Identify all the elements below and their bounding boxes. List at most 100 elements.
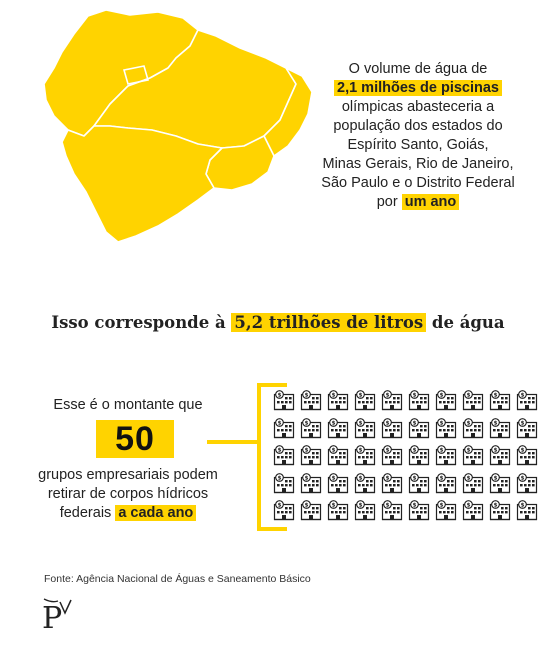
company-building-icon: $	[435, 472, 457, 493]
company-building-icon: $	[327, 472, 349, 493]
publisher-logo-icon: P	[42, 598, 72, 632]
svg-text:$: $	[440, 420, 444, 426]
company-building-icon: $	[489, 417, 511, 438]
groups-line-5-highlight: a cada ano	[115, 505, 197, 521]
svg-text:$: $	[521, 503, 525, 509]
company-building-icon: $	[381, 417, 403, 438]
company-building-icon: $	[462, 390, 484, 411]
svg-text:$: $	[332, 420, 336, 426]
company-building-icon: $	[435, 390, 457, 411]
company-building-icon: $	[489, 445, 511, 466]
intro-line-8-prefix: por	[376, 194, 398, 210]
svg-text:$: $	[413, 420, 417, 426]
company-building-icon: $	[435, 417, 457, 438]
groups-line-5-prefix: federais	[59, 505, 112, 521]
svg-text:$: $	[386, 420, 390, 426]
svg-text:$: $	[332, 448, 336, 454]
company-building-icon: $	[381, 445, 403, 466]
svg-text:$: $	[359, 420, 363, 426]
svg-text:$: $	[332, 503, 336, 509]
company-building-icon: $	[408, 500, 430, 521]
intro-line-5: Espírito Santo, Goiás,	[347, 137, 489, 153]
svg-text:$: $	[386, 393, 390, 399]
company-building-icon: $	[300, 390, 322, 411]
svg-text:P: P	[42, 601, 62, 632]
svg-text:$: $	[413, 393, 417, 399]
company-building-icon: $	[462, 445, 484, 466]
company-building-icon: $	[300, 472, 322, 493]
svg-text:$: $	[494, 393, 498, 399]
company-building-icon: $	[354, 445, 376, 466]
svg-text:$: $	[440, 503, 444, 509]
company-building-icon: $	[435, 500, 457, 521]
company-building-icon: $	[462, 500, 484, 521]
svg-text:$: $	[413, 448, 417, 454]
svg-text:$: $	[278, 503, 282, 509]
svg-text:$: $	[359, 393, 363, 399]
svg-text:$: $	[305, 475, 309, 481]
company-building-icon: $	[381, 390, 403, 411]
group-bracket	[257, 383, 287, 531]
svg-text:$: $	[521, 420, 525, 426]
company-building-icon: $	[408, 472, 430, 493]
company-buildings-grid: $ $ $ $ $ $ $ $ $ $ $ $ $ $ $ $ $ $ $ $ $ $ $ $ $ $ $ $ $ $ $ $ $ $ $ $ $ $ $ $…	[273, 389, 543, 529]
company-building-icon: $	[462, 472, 484, 493]
svg-text:$: $	[359, 475, 363, 481]
headline-prefix: Isso corresponde à	[51, 313, 226, 332]
svg-text:$: $	[305, 420, 309, 426]
company-building-icon: $	[489, 390, 511, 411]
svg-text:$: $	[278, 475, 282, 481]
svg-text:$: $	[278, 393, 282, 399]
espirito-santo-region	[263, 67, 313, 157]
company-building-icon: $	[354, 500, 376, 521]
svg-text:$: $	[278, 448, 282, 454]
company-building-icon: $	[516, 500, 538, 521]
groups-intro: Esse é o montante que	[53, 397, 203, 413]
svg-text:$: $	[440, 393, 444, 399]
company-building-icon: $	[273, 390, 295, 411]
svg-text:$: $	[440, 448, 444, 454]
company-building-icon: $	[354, 472, 376, 493]
company-building-icon: $	[300, 445, 322, 466]
headline: Isso corresponde à 5,2 trilhões de litro…	[0, 313, 556, 332]
source-note: Fonte: Agência Nacional de Águas e Sanea…	[44, 573, 311, 585]
svg-text:$: $	[467, 420, 471, 426]
svg-text:$: $	[359, 503, 363, 509]
groups-description: grupos empresariais podem retirar de cor…	[28, 466, 228, 523]
groups-count-badge: 50	[96, 420, 174, 458]
svg-text:$: $	[494, 475, 498, 481]
svg-text:$: $	[305, 503, 309, 509]
svg-text:$: $	[359, 448, 363, 454]
svg-text:$: $	[386, 475, 390, 481]
svg-text:$: $	[521, 393, 525, 399]
bracket-connector-line	[207, 440, 257, 444]
svg-text:$: $	[467, 393, 471, 399]
company-building-icon: $	[327, 445, 349, 466]
svg-text:$: $	[440, 475, 444, 481]
intro-line-3: olímpicas abasteceria a	[341, 99, 495, 115]
svg-text:$: $	[467, 475, 471, 481]
intro-line-7: São Paulo e o Distrito Federal	[321, 175, 515, 191]
company-building-icon: $	[327, 390, 349, 411]
intro-text: O volume de água de 2,1 milhões de pisci…	[292, 60, 544, 212]
company-building-icon: $	[408, 417, 430, 438]
company-building-icon: $	[462, 417, 484, 438]
distrito-federal-outline	[122, 65, 150, 85]
company-building-icon: $	[354, 390, 376, 411]
svg-text:$: $	[278, 420, 282, 426]
svg-text:$: $	[386, 503, 390, 509]
company-building-icon: $	[327, 500, 349, 521]
company-building-icon: $	[273, 445, 295, 466]
company-building-icon: $	[408, 390, 430, 411]
company-building-icon: $	[381, 472, 403, 493]
svg-text:$: $	[305, 393, 309, 399]
company-building-icon: $	[516, 390, 538, 411]
svg-text:$: $	[494, 503, 498, 509]
company-building-icon: $	[273, 472, 295, 493]
svg-text:$: $	[494, 448, 498, 454]
svg-text:$: $	[332, 475, 336, 481]
company-building-icon: $	[489, 500, 511, 521]
company-building-icon: $	[327, 417, 349, 438]
company-building-icon: $	[273, 500, 295, 521]
intro-line-6: Minas Gerais, Rio de Janeiro,	[322, 156, 514, 172]
